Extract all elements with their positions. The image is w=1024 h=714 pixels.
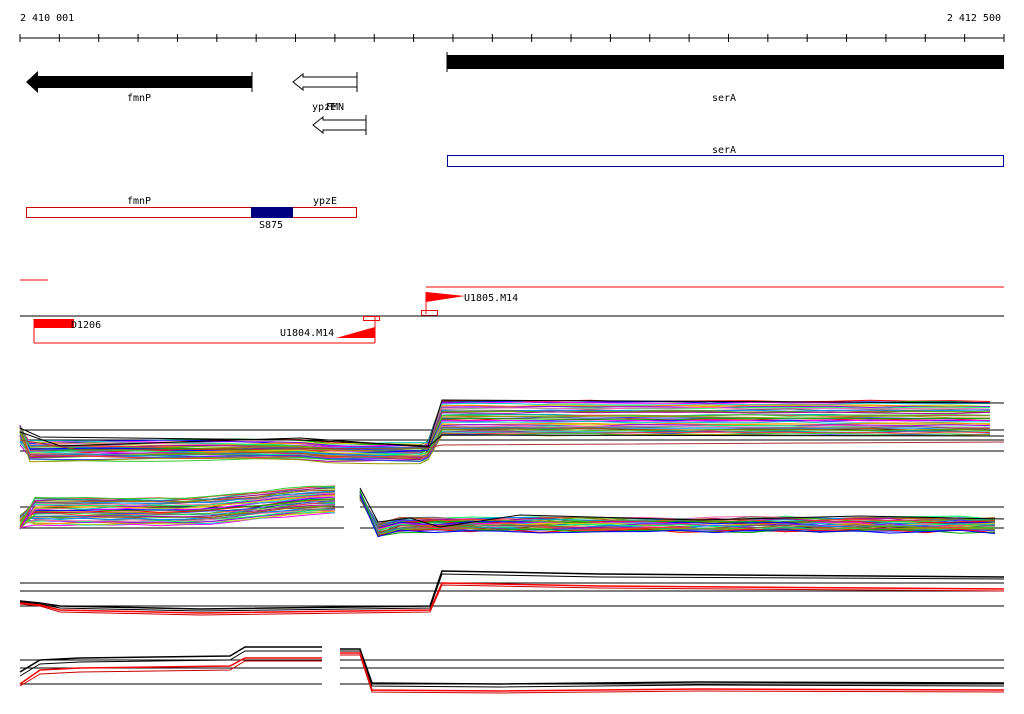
transcript-U1805-label: U1805.M14 [464,293,518,304]
annotation-fmnP-label: fmnP [127,196,151,207]
annotation-serA-box[interactable] [447,155,1004,167]
gene-serA-bar[interactable] [447,55,1004,69]
gene-FMN-arrow[interactable] [312,115,367,135]
ruler-start-label: 2 410 001 [20,13,75,24]
gene-track: fmnP ypzE FMN serA serA [26,52,1004,167]
annotation-fmnP-ypzE-box[interactable] [26,207,357,218]
annotation-ypzE-label: ypzE [313,196,337,207]
transcript-U1805-marker[interactable] [426,292,465,302]
gene-fmnP-label: fmnP [127,93,151,104]
expression-panel-1 [19,399,1005,465]
expression-panel-2 [19,485,1005,538]
gene-serA-label: serA [712,93,736,104]
position-ruler [19,34,1005,42]
annotation-track: fmnP ypzE S875 [26,196,357,231]
annotation-S875-label: S875 [259,220,283,231]
transcript-D1206-block[interactable] [34,319,74,328]
gene-FMN-label: FMN [326,102,344,113]
ruler-end-label: 2 412 500 [946,13,1001,24]
transcript-U1804-label: U1804.M14 [280,328,334,339]
transcript-U1804-marker[interactable] [336,327,375,338]
gene-ypzE-arrow[interactable] [292,72,358,92]
gene-ypzE-label: ypzE [312,102,336,113]
transcript-D1206-label: D1206 [71,320,101,331]
gene-fmnP-arrow[interactable] [26,71,252,93]
expression-panel-3 [19,570,1005,616]
annotation-serA-label: serA [712,145,736,156]
transcript-track: U1805.M14 D1206 U1804.M14 [20,279,1004,344]
annotation-S875-block[interactable] [251,207,293,218]
expression-panel-4 [19,646,1005,694]
